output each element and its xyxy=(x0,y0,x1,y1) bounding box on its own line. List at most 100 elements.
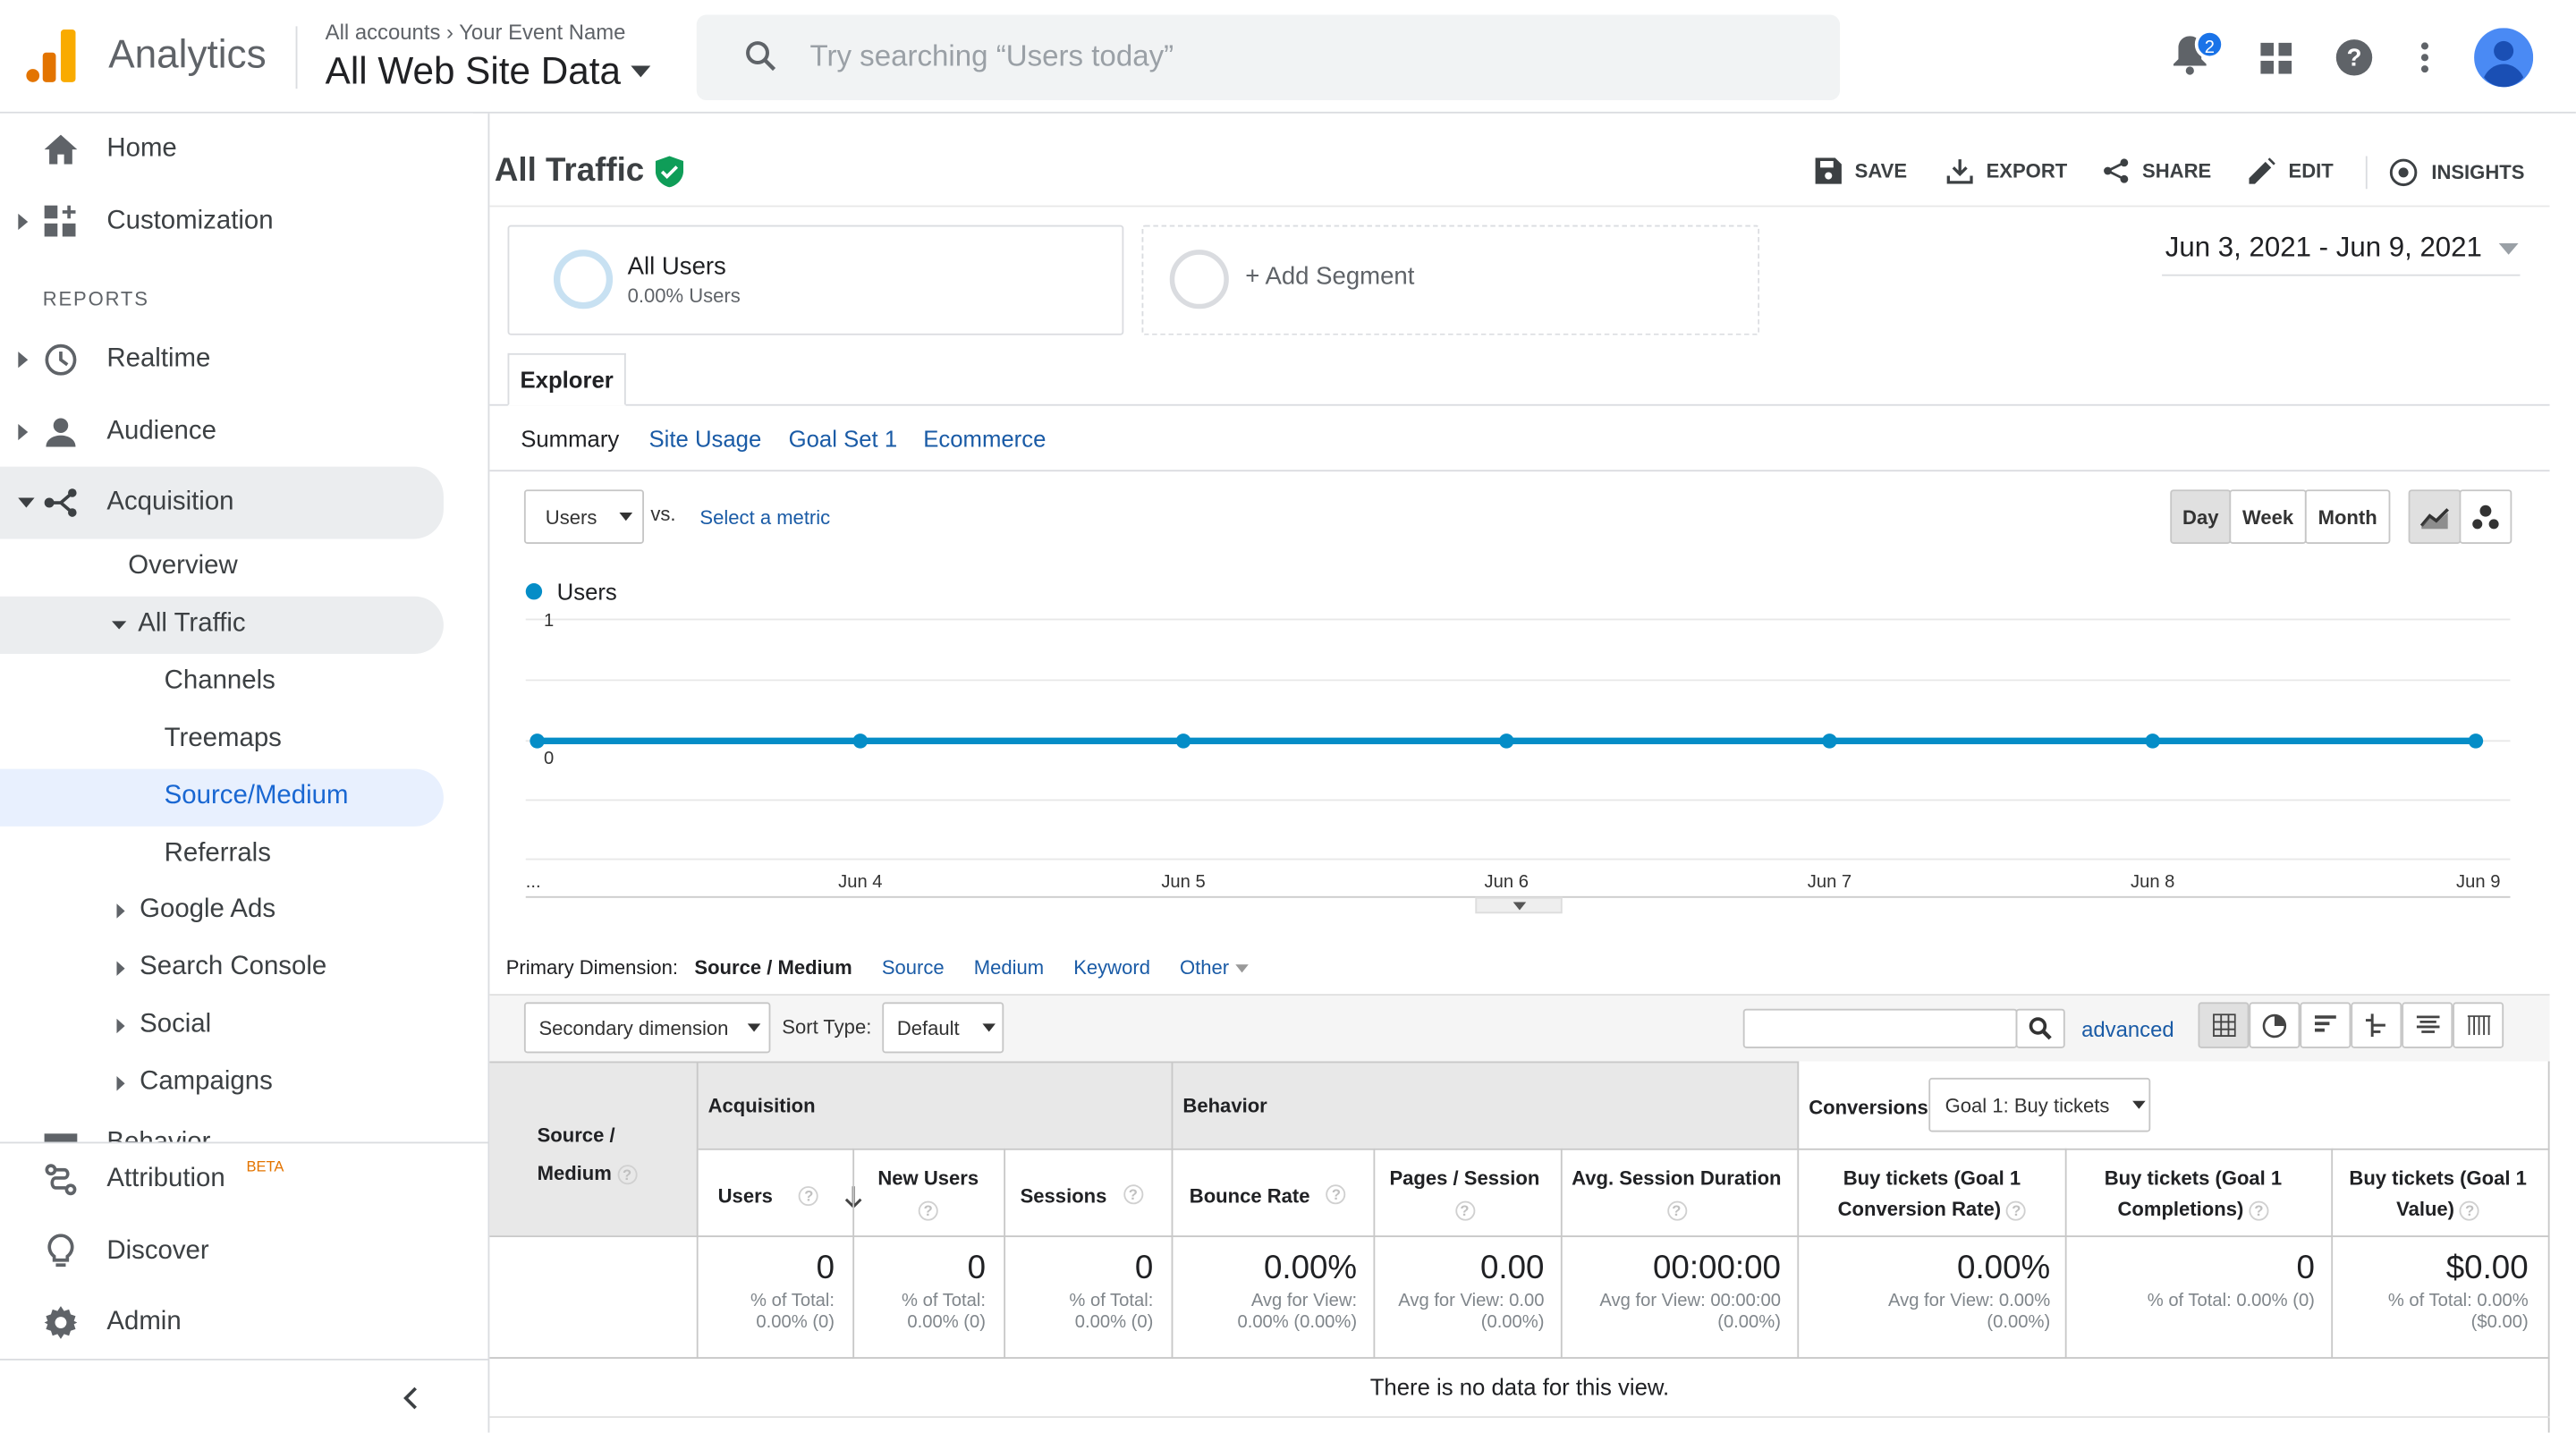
tab-explorer[interactable]: Explorer xyxy=(507,352,626,406)
sidebar-item-customization[interactable]: Customization xyxy=(0,186,473,257)
secondary-dimension-select[interactable]: Secondary dimension xyxy=(523,1002,771,1054)
subtab-site-usage[interactable]: Site Usage xyxy=(648,425,762,453)
col-goal-completions[interactable]: Buy tickets (Goal 1 Completions) ? xyxy=(2087,1163,2301,1225)
total-sessions-sub: % of Total: 0.00% (0) xyxy=(1069,1291,1154,1333)
add-segment[interactable]: + Add Segment xyxy=(1141,225,1760,335)
help-icon[interactable]: ? xyxy=(2249,1200,2269,1221)
view-selector[interactable]: All Web Site Data xyxy=(326,49,651,94)
col-source-medium-line1: Source / xyxy=(537,1124,615,1148)
sidebar-item-admin[interactable]: Admin xyxy=(0,1286,473,1357)
chart-resize-handle[interactable] xyxy=(1475,896,1563,914)
sidebar-item-realtime[interactable]: Realtime xyxy=(0,324,473,394)
dimension-source-medium[interactable]: Source / Medium xyxy=(694,955,852,979)
term-cloud-icon xyxy=(2415,1015,2439,1033)
select-metric-link[interactable]: Select a metric xyxy=(699,505,831,530)
sidebar-item-search-console[interactable]: Search Console xyxy=(116,953,326,982)
help-icon[interactable]: ? xyxy=(918,1200,938,1221)
analytics-logo-icon[interactable] xyxy=(26,30,76,82)
export-button[interactable]: EXPORT xyxy=(1946,157,2067,184)
sidebar-item-treemaps[interactable]: Treemaps xyxy=(164,724,282,753)
reports-section-header: REPORTS xyxy=(42,287,149,311)
primary-dimension-bar: Primary Dimension: Source / Medium Sourc… xyxy=(506,955,1250,979)
goal-select[interactable]: Goal 1: Buy tickets xyxy=(1928,1077,2151,1132)
help-icon[interactable]: ? xyxy=(2460,1200,2480,1221)
collapse-sidebar-icon[interactable] xyxy=(402,1386,419,1410)
help-icon[interactable]: ? xyxy=(2334,38,2374,77)
dimension-source[interactable]: Source xyxy=(881,955,945,979)
edit-label: EDIT xyxy=(2288,159,2334,182)
performance-view-button[interactable] xyxy=(2300,1002,2351,1048)
share-button[interactable]: SHARE xyxy=(2103,157,2211,183)
col-bounce-rate-label: Bounce Rate xyxy=(1189,1184,1310,1208)
help-icon[interactable]: ? xyxy=(1123,1184,1143,1205)
user-avatar-icon[interactable] xyxy=(2474,28,2534,88)
account-breadcrumb[interactable]: All accounts › Your Event Name xyxy=(325,20,626,45)
date-range-picker[interactable]: Jun 3, 2021 - Jun 9, 2021 xyxy=(2165,232,2519,265)
help-icon[interactable]: ? xyxy=(2006,1200,2027,1221)
sort-type-select[interactable]: Default xyxy=(882,1002,1004,1054)
sidebar-item-campaigns[interactable]: Campaigns xyxy=(116,1068,273,1098)
col-goal-value-label: Buy tickets (Goal 1 Value) xyxy=(2349,1166,2527,1221)
dimension-keyword[interactable]: Keyword xyxy=(1073,955,1150,979)
pie-view-button[interactable] xyxy=(2249,1002,2301,1048)
insights-button[interactable]: INSIGHTS xyxy=(2389,157,2524,187)
home-icon xyxy=(44,133,78,164)
data-table-view-button[interactable] xyxy=(2198,1002,2250,1048)
col-divider xyxy=(852,1148,855,1359)
table-search-button[interactable] xyxy=(2015,1008,2065,1048)
sidebar-item-all-traffic[interactable]: All Traffic xyxy=(111,609,246,639)
subtab-ecommerce[interactable]: Ecommerce xyxy=(923,425,1046,453)
sidebar-item-attribution[interactable]: Attribution BETA xyxy=(0,1143,473,1214)
pivot-view-button[interactable] xyxy=(2453,1002,2504,1048)
subtab-goal-set-1[interactable]: Goal Set 1 xyxy=(788,425,898,453)
comparison-icon xyxy=(2364,1013,2385,1037)
comparison-view-button[interactable] xyxy=(2351,1002,2402,1048)
line-chart-button[interactable] xyxy=(2408,489,2462,544)
table-grid-icon xyxy=(2212,1013,2235,1037)
svg-text:?: ? xyxy=(2347,43,2362,71)
metric-select[interactable]: Users xyxy=(523,489,644,544)
col-sessions[interactable]: Sessions? xyxy=(1021,1184,1143,1208)
segment-all-users[interactable]: All Users 0.00% Users xyxy=(507,225,1124,335)
sidebar-item-behavior-partial[interactable]: Behavior xyxy=(0,1125,473,1142)
sidebar-item-audience[interactable]: Audience xyxy=(0,396,473,467)
table-filter-input[interactable] xyxy=(1742,1008,2018,1048)
dimension-other[interactable]: Other xyxy=(1180,956,1250,979)
week-button[interactable]: Week xyxy=(2229,489,2307,544)
sidebar-item-social[interactable]: Social xyxy=(116,1011,211,1040)
col-new-users[interactable]: New Users? xyxy=(854,1163,1002,1225)
date-range-text: Jun 3, 2021 - Jun 9, 2021 xyxy=(2165,231,2482,263)
search-input[interactable]: Try searching “Users today” xyxy=(696,14,1841,101)
col-goal-conversion-rate[interactable]: Buy tickets (Goal 1 Conversion Rate) ? xyxy=(1817,1163,2046,1225)
col-users[interactable]: Users? xyxy=(718,1184,863,1208)
sidebar-item-home[interactable]: Home xyxy=(0,114,473,184)
col-pages-session[interactable]: Pages / Session? xyxy=(1378,1163,1551,1225)
sidebar-item-google-ads[interactable]: Google Ads xyxy=(116,895,275,925)
edit-button[interactable]: EDIT xyxy=(2249,157,2334,184)
help-icon[interactable]: ? xyxy=(617,1164,638,1184)
motion-chart-button[interactable] xyxy=(2459,489,2512,544)
sidebar-item-overview[interactable]: Overview xyxy=(128,552,238,581)
help-icon[interactable]: ? xyxy=(799,1186,819,1207)
sidebar-item-source-medium[interactable]: Source/Medium xyxy=(164,782,349,810)
day-button[interactable]: Day xyxy=(2170,489,2232,544)
term-cloud-view-button[interactable] xyxy=(2402,1002,2453,1048)
save-button[interactable]: SAVE xyxy=(1815,157,1907,184)
help-icon[interactable]: ? xyxy=(1326,1184,1346,1205)
more-vert-icon[interactable] xyxy=(2419,41,2432,74)
col-bounce-rate[interactable]: Bounce Rate? xyxy=(1190,1184,1346,1208)
help-icon[interactable]: ? xyxy=(1454,1200,1475,1221)
sidebar-item-referrals[interactable]: Referrals xyxy=(164,839,271,868)
dimension-medium[interactable]: Medium xyxy=(973,955,1045,979)
advanced-filter-link[interactable]: advanced xyxy=(2081,1017,2174,1042)
month-button[interactable]: Month xyxy=(2304,489,2391,544)
apps-grid-icon[interactable] xyxy=(2260,42,2292,74)
help-icon[interactable]: ? xyxy=(1666,1200,1687,1221)
sidebar-item-discover[interactable]: Discover xyxy=(0,1216,473,1286)
col-source-medium[interactable]: Source / Medium ? xyxy=(537,1117,638,1192)
col-goal-value[interactable]: Buy tickets (Goal 1 Value) ? xyxy=(2343,1163,2533,1225)
sidebar-item-acquisition[interactable]: Acquisition xyxy=(0,467,473,538)
subtab-summary[interactable]: Summary xyxy=(521,425,620,453)
sidebar-item-channels[interactable]: Channels xyxy=(164,666,275,695)
col-avg-session-duration[interactable]: Avg. Session Duration? xyxy=(1565,1163,1787,1225)
